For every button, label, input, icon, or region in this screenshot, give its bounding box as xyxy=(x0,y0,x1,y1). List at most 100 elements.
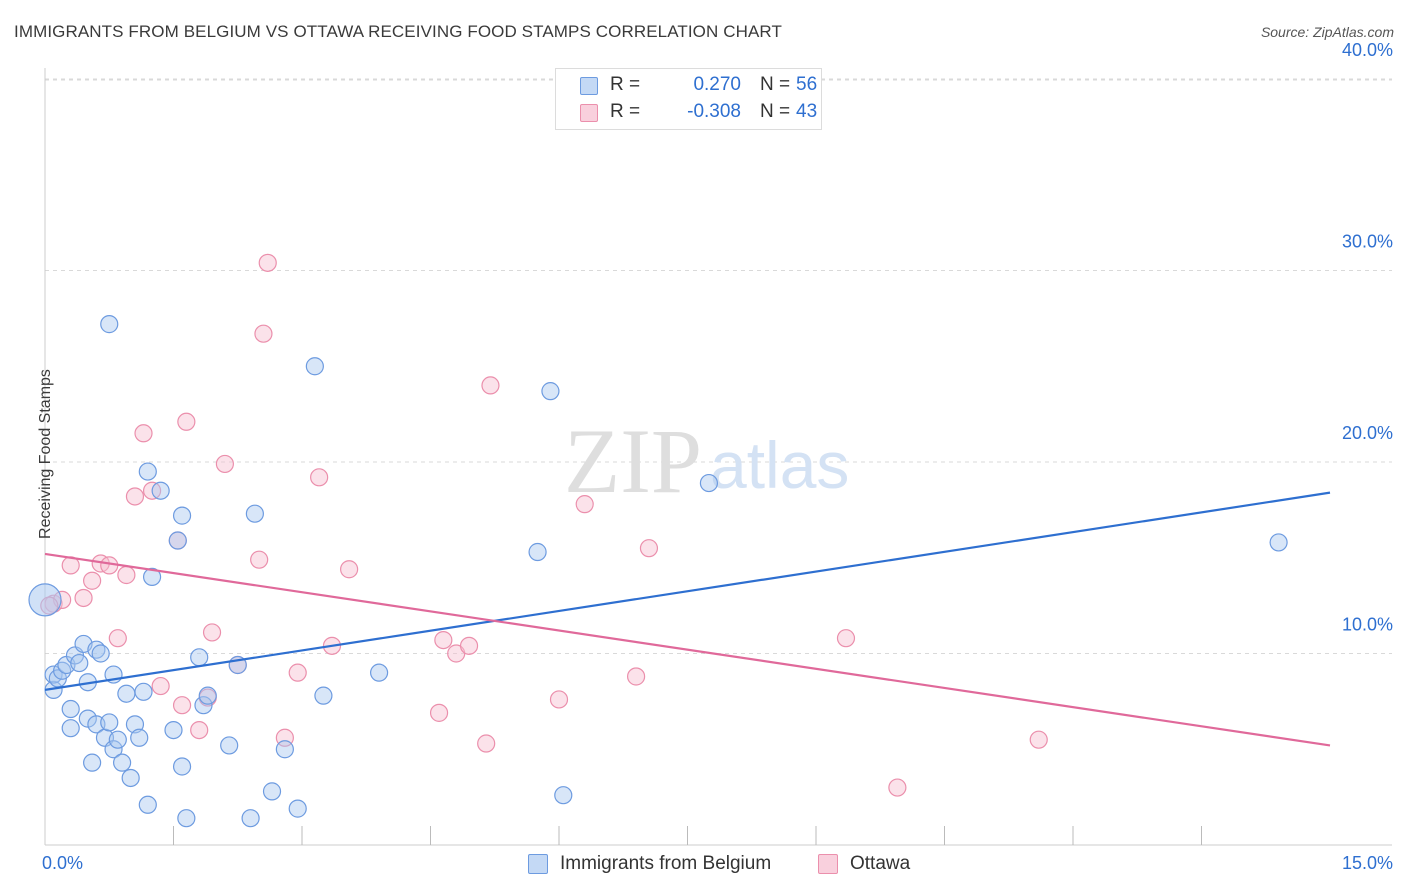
y-tick-label: 10.0% xyxy=(1342,615,1393,635)
y-tick-label: 30.0% xyxy=(1342,232,1393,252)
x-tick-label: 15.0% xyxy=(1342,853,1393,873)
belgium-trend-line xyxy=(44,491,1331,691)
belgium-point xyxy=(91,644,110,663)
legend-r-value: 0.270 xyxy=(693,74,741,95)
ottawa-point xyxy=(177,412,196,431)
ottawa-point xyxy=(108,629,127,648)
belgium-point xyxy=(177,809,196,828)
y-axis-label-wrap: Receiving Food Stamps xyxy=(16,0,54,892)
ottawa-point xyxy=(434,630,453,650)
belgium-point xyxy=(142,567,162,587)
y-axis-label: Receiving Food Stamps xyxy=(37,369,54,539)
belgium-point xyxy=(138,795,157,814)
belgium-point xyxy=(164,720,183,740)
source-label: Source: ZipAtlas.com xyxy=(1260,24,1394,40)
belgium-point xyxy=(528,542,547,562)
ottawa-point xyxy=(117,565,136,585)
series-ottawa-points xyxy=(40,253,1048,797)
ottawa-point xyxy=(125,487,145,506)
y-tick-label: 20.0% xyxy=(1342,423,1393,443)
belgium-point xyxy=(83,753,102,772)
legend-swatch-belgium xyxy=(580,77,598,95)
tick-labels: 10.0% 20.0% 30.0% 40.0% 0.0% 15.0% xyxy=(42,40,1393,873)
y-tick-label: 40.0% xyxy=(1342,40,1393,60)
series-belgium-points xyxy=(28,315,1288,828)
belgium-point xyxy=(172,506,192,525)
ottawa-point xyxy=(639,539,659,558)
bottom-legend-swatch-belgium xyxy=(528,854,548,874)
bottom-legend-label-ottawa: Ottawa xyxy=(850,853,911,874)
belgium-point xyxy=(241,809,260,828)
ottawa-point xyxy=(459,636,479,655)
belgium-point xyxy=(172,757,192,776)
bottom-legend-label-belgium: Immigrants from Belgium xyxy=(560,853,772,874)
watermark-zip: ZIP xyxy=(564,410,702,512)
belgium-point xyxy=(100,315,119,334)
correlation-legend: R = 0.270 N = 56 R = -0.308 N = 43 xyxy=(555,68,822,130)
ottawa-point xyxy=(477,734,496,753)
trend-lines xyxy=(44,491,1331,747)
belgium-point xyxy=(121,768,140,788)
belgium-point xyxy=(1269,533,1288,552)
belgium-point xyxy=(151,481,170,500)
belgium-point xyxy=(168,531,187,550)
belgium-point xyxy=(138,462,157,481)
belgium-point xyxy=(198,686,217,705)
ottawa-point xyxy=(83,571,102,590)
belgium-point xyxy=(194,696,213,715)
belgium-point xyxy=(288,799,307,818)
belgium-point xyxy=(108,730,127,749)
belgium-point xyxy=(262,782,282,801)
belgium-point xyxy=(370,663,389,682)
belgium-point xyxy=(220,736,239,755)
ottawa-point xyxy=(429,703,449,722)
legend-r-label: R = xyxy=(610,74,641,95)
ottawa-point xyxy=(190,720,209,740)
ottawa-trend-line xyxy=(44,552,1331,747)
ottawa-point xyxy=(549,690,569,709)
belgium-point xyxy=(190,648,209,667)
belgium-point xyxy=(134,682,153,701)
ottawa-point xyxy=(626,667,646,686)
belgium-point xyxy=(245,504,264,523)
legend-n-label: N = xyxy=(760,101,791,122)
bottom-legend-swatch-ottawa xyxy=(818,854,838,874)
ottawa-point xyxy=(151,676,170,696)
ottawa-point xyxy=(288,663,307,682)
belgium-point xyxy=(28,583,62,617)
legend-n-value: 56 xyxy=(796,74,818,95)
belgium-point xyxy=(130,728,149,747)
belgium-point xyxy=(61,719,80,738)
ottawa-point xyxy=(250,550,269,569)
legend-n-label: N = xyxy=(760,74,791,95)
chart-title: IMMIGRANTS FROM BELGIUM VS OTTAWA RECEIV… xyxy=(14,22,782,41)
belgium-point xyxy=(699,473,719,493)
grid-layer xyxy=(45,78,1392,654)
watermark: ZIP atlas xyxy=(564,410,849,512)
legend-r-value: -0.308 xyxy=(687,101,741,122)
ottawa-point xyxy=(481,376,500,395)
belgium-point xyxy=(275,740,294,759)
x-tick-label: 0.0% xyxy=(42,853,83,873)
watermark-atlas: atlas xyxy=(710,428,849,502)
belgium-point xyxy=(314,686,333,705)
ottawa-point xyxy=(1029,730,1048,749)
legend-n-value: 43 xyxy=(796,101,818,122)
ottawa-point xyxy=(134,424,153,443)
belgium-point xyxy=(125,715,145,734)
ottawa-point xyxy=(836,629,856,648)
ottawa-point xyxy=(258,253,277,272)
ottawa-point xyxy=(215,454,234,474)
ottawa-point xyxy=(888,778,907,797)
belgium-point xyxy=(305,357,324,376)
belgium-point xyxy=(541,382,560,401)
ottawa-point xyxy=(310,468,329,487)
belgium-point xyxy=(554,786,573,805)
ottawa-point xyxy=(202,623,222,642)
legend-swatch-ottawa xyxy=(580,104,598,122)
belgium-point xyxy=(117,684,136,703)
ottawa-point xyxy=(74,588,93,608)
ottawa-point xyxy=(340,560,359,579)
ottawa-point xyxy=(172,696,192,715)
